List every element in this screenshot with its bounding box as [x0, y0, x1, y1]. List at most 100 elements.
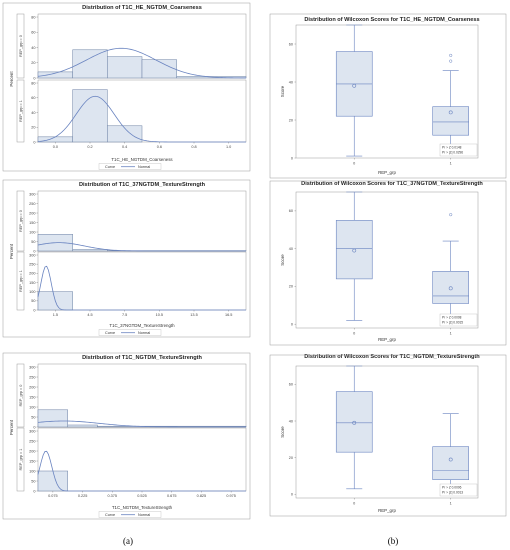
group-label: REP_grp = 0	[19, 210, 23, 232]
x-axis-label: REP_grp	[378, 508, 396, 513]
histogram-title: Distribution of T1C_NGTDM_TextureStrengt…	[82, 355, 202, 361]
caption-b: (b)	[388, 536, 399, 546]
legend-title: Curve	[105, 331, 115, 335]
y-tick-label: 60	[31, 31, 35, 35]
legend-frame	[98, 163, 162, 170]
x-axis-label: REP_grp	[378, 337, 396, 342]
y-tick-label: 150	[29, 281, 35, 285]
y-tick-label: 0	[291, 156, 293, 160]
x-tick-label: 0.525	[137, 494, 147, 498]
y-tick-label: 200	[29, 385, 35, 389]
x-axis-label: REP_grp	[378, 170, 396, 175]
x-tick-label: 0.675	[167, 494, 177, 498]
y-tick-label: 0	[33, 76, 35, 80]
y-tick-label: 150	[29, 395, 35, 399]
normal-curve	[37, 420, 246, 428]
y-tick-label: 300	[29, 365, 35, 369]
y-tick-label: 20	[289, 285, 293, 289]
y-tick-label: 0	[33, 140, 35, 144]
legend-entry: Normal	[138, 165, 150, 169]
y-tick-label: 50	[31, 240, 35, 244]
boxplot-title: Distribution of Wilcoxon Scores for T1C_…	[304, 354, 480, 360]
box-outlier	[449, 213, 453, 217]
y-axis-label: Percent	[9, 71, 14, 87]
histogram-bar	[67, 424, 98, 428]
x-tick-label: 1.0	[226, 145, 231, 149]
y-tick-label: 300	[29, 253, 35, 257]
stats-inset-frame	[439, 313, 478, 327]
group-label: REP_grp = 1	[19, 270, 23, 292]
x-tick-label: 0.375	[108, 494, 118, 498]
y-tick-label: 60	[289, 209, 293, 213]
y-tick-label: 0	[33, 425, 35, 429]
x-tick-label: 0	[353, 502, 355, 506]
x-tick-label: 4.5	[87, 313, 92, 317]
x-tick-label: 0.2	[87, 145, 92, 149]
y-tick-label: 20	[289, 456, 293, 460]
legend-title: Curve	[105, 165, 115, 169]
y-tick-label: 250	[29, 262, 35, 266]
box-outlier	[449, 53, 453, 57]
stats-inset-frame	[439, 483, 478, 497]
box-iqr	[432, 106, 470, 136]
y-tick-label: 200	[29, 449, 35, 453]
x-tick-label: 0	[353, 162, 355, 166]
histogram-bar	[72, 249, 108, 252]
histogram-title: Distribution of T1C_37NGTDM_TextureStren…	[79, 182, 206, 188]
x-tick-label: 1.5	[53, 313, 58, 317]
y-tick-label: 40	[289, 247, 293, 251]
stats-line: Pr > |Z| 0.0015	[442, 321, 463, 325]
histogram-title: Distribution of T1C_HE_NGTDM_Coarseness	[82, 5, 202, 11]
x-tick-label: 0.225	[78, 494, 88, 498]
group-strip	[16, 251, 25, 311]
y-tick-label: 60	[31, 96, 35, 100]
group-label: REP_grp = 1	[19, 100, 23, 122]
y-tick-label: 20	[31, 61, 35, 65]
group-label: REP_grp = 0	[19, 35, 23, 57]
x-tick-label: 0.8	[191, 145, 196, 149]
y-tick-label: 100	[29, 230, 35, 234]
y-axis-label: Score	[280, 85, 285, 97]
y-tick-label: 0	[33, 308, 35, 312]
box-mean-marker	[448, 457, 453, 462]
group-strip	[16, 190, 25, 252]
box-iqr	[432, 446, 470, 480]
box-outlier	[449, 59, 453, 63]
y-tick-label: 0	[33, 489, 35, 493]
legend-frame	[98, 511, 162, 518]
y-tick-label: 40	[31, 111, 35, 115]
group-label: REP_grp = 0	[19, 385, 23, 407]
x-tick-label: 16.5	[225, 313, 232, 317]
histogram-bar	[37, 409, 68, 428]
x-tick-label: 7.5	[122, 313, 127, 317]
normal-curve	[37, 265, 246, 311]
group-label: REP_grp = 1	[19, 449, 23, 471]
legend-entry: Normal	[138, 513, 150, 517]
x-axis-label: T1C_HE_NGTDM_Coarseness	[111, 157, 173, 162]
y-axis-label: Score	[280, 254, 285, 266]
y-tick-label: 40	[289, 80, 293, 84]
y-tick-label: 0	[291, 493, 293, 497]
legend-entry: Normal	[138, 331, 150, 335]
x-tick-label: 0.825	[197, 494, 207, 498]
y-tick-label: 60	[289, 42, 293, 46]
x-tick-label: 0.4	[122, 145, 127, 149]
y-tick-label: 0	[291, 323, 293, 327]
x-tick-label: 1	[450, 502, 452, 506]
histogram-bar	[72, 49, 108, 79]
boxplot-title: Distribution of Wilcoxon Scores for T1C_…	[304, 17, 479, 23]
y-axis-label: Percent	[9, 419, 14, 435]
boxplot-title: Distribution of Wilcoxon Scores for T1C_…	[301, 181, 483, 187]
boxplot-figure-border	[269, 180, 507, 346]
box-mean-marker	[352, 248, 357, 253]
y-tick-label: 40	[289, 419, 293, 423]
y-tick-label: 100	[29, 469, 35, 473]
x-tick-label: 0.975	[226, 494, 236, 498]
stats-line: Pr > |Z| 0.0296	[442, 151, 463, 155]
box-iqr	[335, 391, 373, 453]
boxplot-figure-0: Distribution of Wilcoxon Scores for T1C_…	[269, 13, 507, 179]
y-tick-label: 300	[29, 429, 35, 433]
y-tick-label: 40	[31, 46, 35, 50]
histogram-panel-frame	[37, 427, 247, 492]
